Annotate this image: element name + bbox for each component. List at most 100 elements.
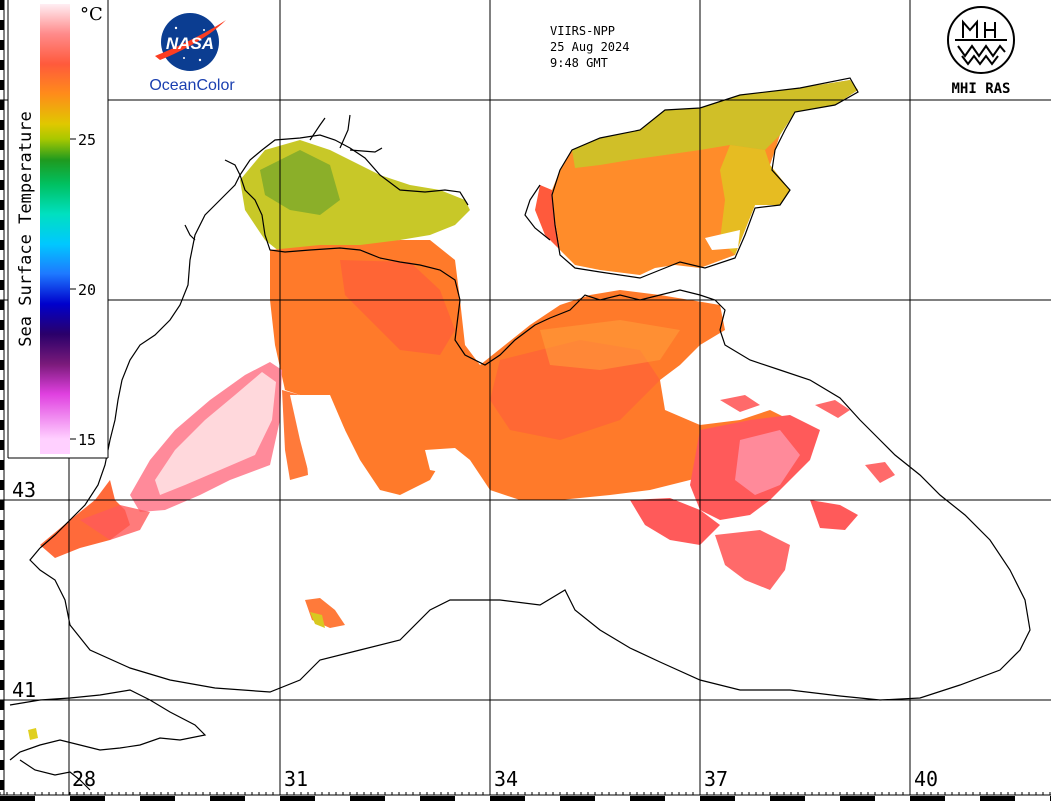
scale-segment bbox=[0, 740, 4, 750]
scale-segment bbox=[0, 180, 4, 190]
sst-east-patch-6 bbox=[815, 400, 850, 418]
sst-east-patch-2 bbox=[735, 430, 800, 495]
sst-marmara-spot bbox=[28, 728, 38, 740]
sst-azov-north bbox=[572, 80, 858, 168]
latitude-label: 43 bbox=[12, 478, 36, 502]
scale-segment bbox=[0, 796, 35, 801]
sst-red-patch-1 bbox=[340, 260, 455, 355]
scale-segment bbox=[0, 280, 4, 290]
sst-east-patch-5 bbox=[810, 500, 858, 530]
scale-segment bbox=[210, 796, 245, 801]
sst-south-patch-y bbox=[310, 612, 325, 628]
coast-azov bbox=[551, 77, 859, 279]
scale-segment bbox=[0, 160, 4, 170]
coast-crimea bbox=[379, 257, 726, 366]
scale-segment bbox=[0, 340, 4, 350]
scale-segment bbox=[700, 796, 735, 801]
scale-segment bbox=[0, 360, 4, 370]
scale-segment bbox=[980, 796, 1015, 801]
river-2 bbox=[339, 114, 351, 149]
scale-segment bbox=[0, 520, 4, 530]
river-3 bbox=[349, 147, 383, 153]
longitude-label: 40 bbox=[914, 767, 938, 791]
river-4 bbox=[224, 159, 241, 176]
scale-segment bbox=[0, 380, 4, 390]
scale-segment bbox=[0, 0, 4, 10]
sst-azov-east bbox=[720, 145, 790, 255]
scale-segment bbox=[0, 220, 4, 230]
scale-segment bbox=[0, 140, 4, 150]
scale-segment bbox=[0, 760, 4, 770]
sst-east-patch-8 bbox=[720, 395, 760, 412]
coast-west bbox=[39, 174, 241, 549]
colorbar: 25 20 15 °C Sea Surface Temperature bbox=[7, 0, 109, 459]
mhi-logo: MHI RAS bbox=[947, 6, 1015, 97]
colorbar-tick-label: 20 bbox=[78, 281, 96, 299]
scale-segment bbox=[0, 300, 4, 310]
scale-segment bbox=[0, 120, 4, 130]
nasa-wordmark: NASA bbox=[166, 34, 214, 53]
scale-segment bbox=[630, 796, 665, 801]
scale-segment bbox=[350, 796, 385, 801]
scale-segment bbox=[0, 420, 4, 430]
scale-segment bbox=[0, 40, 4, 50]
longitude-label: 37 bbox=[704, 767, 728, 791]
scale-segment bbox=[490, 796, 525, 801]
nasa-logo: NASA OceanColor bbox=[149, 13, 235, 94]
bottom-edge-scale bbox=[0, 792, 1051, 801]
river-1 bbox=[309, 117, 326, 141]
scale-segment bbox=[0, 440, 4, 450]
sst-sw-coast-2 bbox=[80, 505, 150, 540]
nasa-swoosh-icon bbox=[155, 20, 226, 60]
sst-east-patch-4 bbox=[715, 530, 790, 590]
oceancolor-wordmark: OceanColor bbox=[149, 77, 235, 94]
scale-segment bbox=[280, 796, 315, 801]
header: VIIRS-NPP 25 Aug 2024 9:48 GMT bbox=[550, 24, 629, 70]
river-5 bbox=[184, 224, 196, 241]
sst-east-patch-7 bbox=[865, 462, 895, 483]
scale-segment bbox=[0, 600, 4, 610]
colorbar-title: Sea Surface Temperature bbox=[16, 111, 36, 346]
satellite-name: VIIRS-NPP bbox=[550, 24, 615, 38]
colorbar-tick-label: 15 bbox=[78, 431, 96, 449]
longitude-label: 28 bbox=[72, 767, 96, 791]
sst-west-streak-pale bbox=[155, 372, 276, 495]
scale-segment bbox=[0, 480, 4, 490]
scale-segment bbox=[0, 560, 4, 570]
scale-segment bbox=[560, 796, 595, 801]
sst-east-patch-3 bbox=[630, 498, 720, 545]
scale-segment bbox=[0, 200, 4, 210]
coast-azov-spit bbox=[524, 184, 551, 241]
scale-segment bbox=[840, 796, 875, 801]
scale-segment bbox=[0, 680, 4, 690]
scale-segment bbox=[0, 400, 4, 410]
scale-segment bbox=[0, 720, 4, 730]
scale-segment bbox=[0, 780, 4, 790]
scale-segment bbox=[0, 540, 4, 550]
scale-segment bbox=[70, 796, 105, 801]
latitude-label: 41 bbox=[12, 678, 36, 702]
colorbar-gradient bbox=[40, 4, 70, 454]
image-date: 25 Aug 2024 bbox=[550, 40, 629, 54]
scale-segment bbox=[0, 460, 4, 470]
colorbar-unit: °C bbox=[80, 4, 103, 25]
scale-segment bbox=[0, 60, 4, 70]
image-time: 9:48 GMT bbox=[550, 56, 608, 70]
nodata-gap-3 bbox=[705, 230, 740, 250]
nodata-gap-1 bbox=[290, 395, 345, 478]
longitude-label: 31 bbox=[284, 767, 308, 791]
scale-segment bbox=[0, 20, 4, 30]
scale-segment bbox=[910, 796, 945, 801]
scale-segment bbox=[0, 80, 4, 90]
scale-segment bbox=[420, 796, 455, 801]
scale-segment bbox=[0, 620, 4, 630]
coast-marmara bbox=[9, 689, 207, 761]
mhi-wordmark: MHI RAS bbox=[951, 81, 1010, 97]
scale-segment bbox=[0, 700, 4, 710]
coast-northwest bbox=[239, 134, 469, 259]
scale-segment bbox=[770, 796, 805, 801]
scale-segment bbox=[0, 660, 4, 670]
longitude-labels: 28 31 34 37 40 bbox=[72, 767, 938, 791]
scale-segment bbox=[0, 240, 4, 250]
